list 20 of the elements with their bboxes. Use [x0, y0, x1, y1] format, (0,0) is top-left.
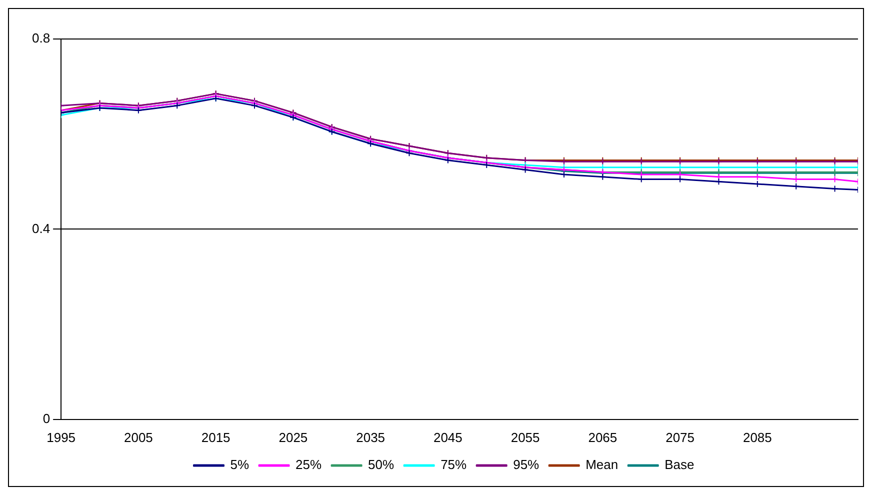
y-tick-label: 0.4	[32, 220, 50, 236]
legend-label: 95%	[513, 457, 540, 472]
x-tick-label: 2065	[588, 430, 618, 445]
x-tick-label: 2005	[124, 430, 153, 445]
x-tick-label: 1995	[46, 430, 76, 445]
legend-label: 25%	[296, 457, 322, 472]
legend-label: 50%	[368, 457, 395, 472]
x-tick-label: 2045	[433, 430, 462, 445]
x-tick-label: 2035	[356, 430, 386, 445]
legend-label: 5%	[230, 457, 250, 472]
legend-label: Base	[664, 457, 694, 472]
x-tick-label: 2015	[201, 430, 230, 445]
legend-label: 75%	[440, 457, 468, 472]
x-tick-label: 2075	[666, 430, 695, 445]
x-tick-label: 2025	[278, 430, 308, 445]
x-tick-label: 2085	[742, 430, 772, 445]
y-tick-label: 0.8	[32, 30, 50, 46]
x-tick-label: 2055	[510, 430, 540, 445]
y-tick-label: 0	[42, 410, 50, 426]
legend-label: Mean	[586, 457, 618, 472]
